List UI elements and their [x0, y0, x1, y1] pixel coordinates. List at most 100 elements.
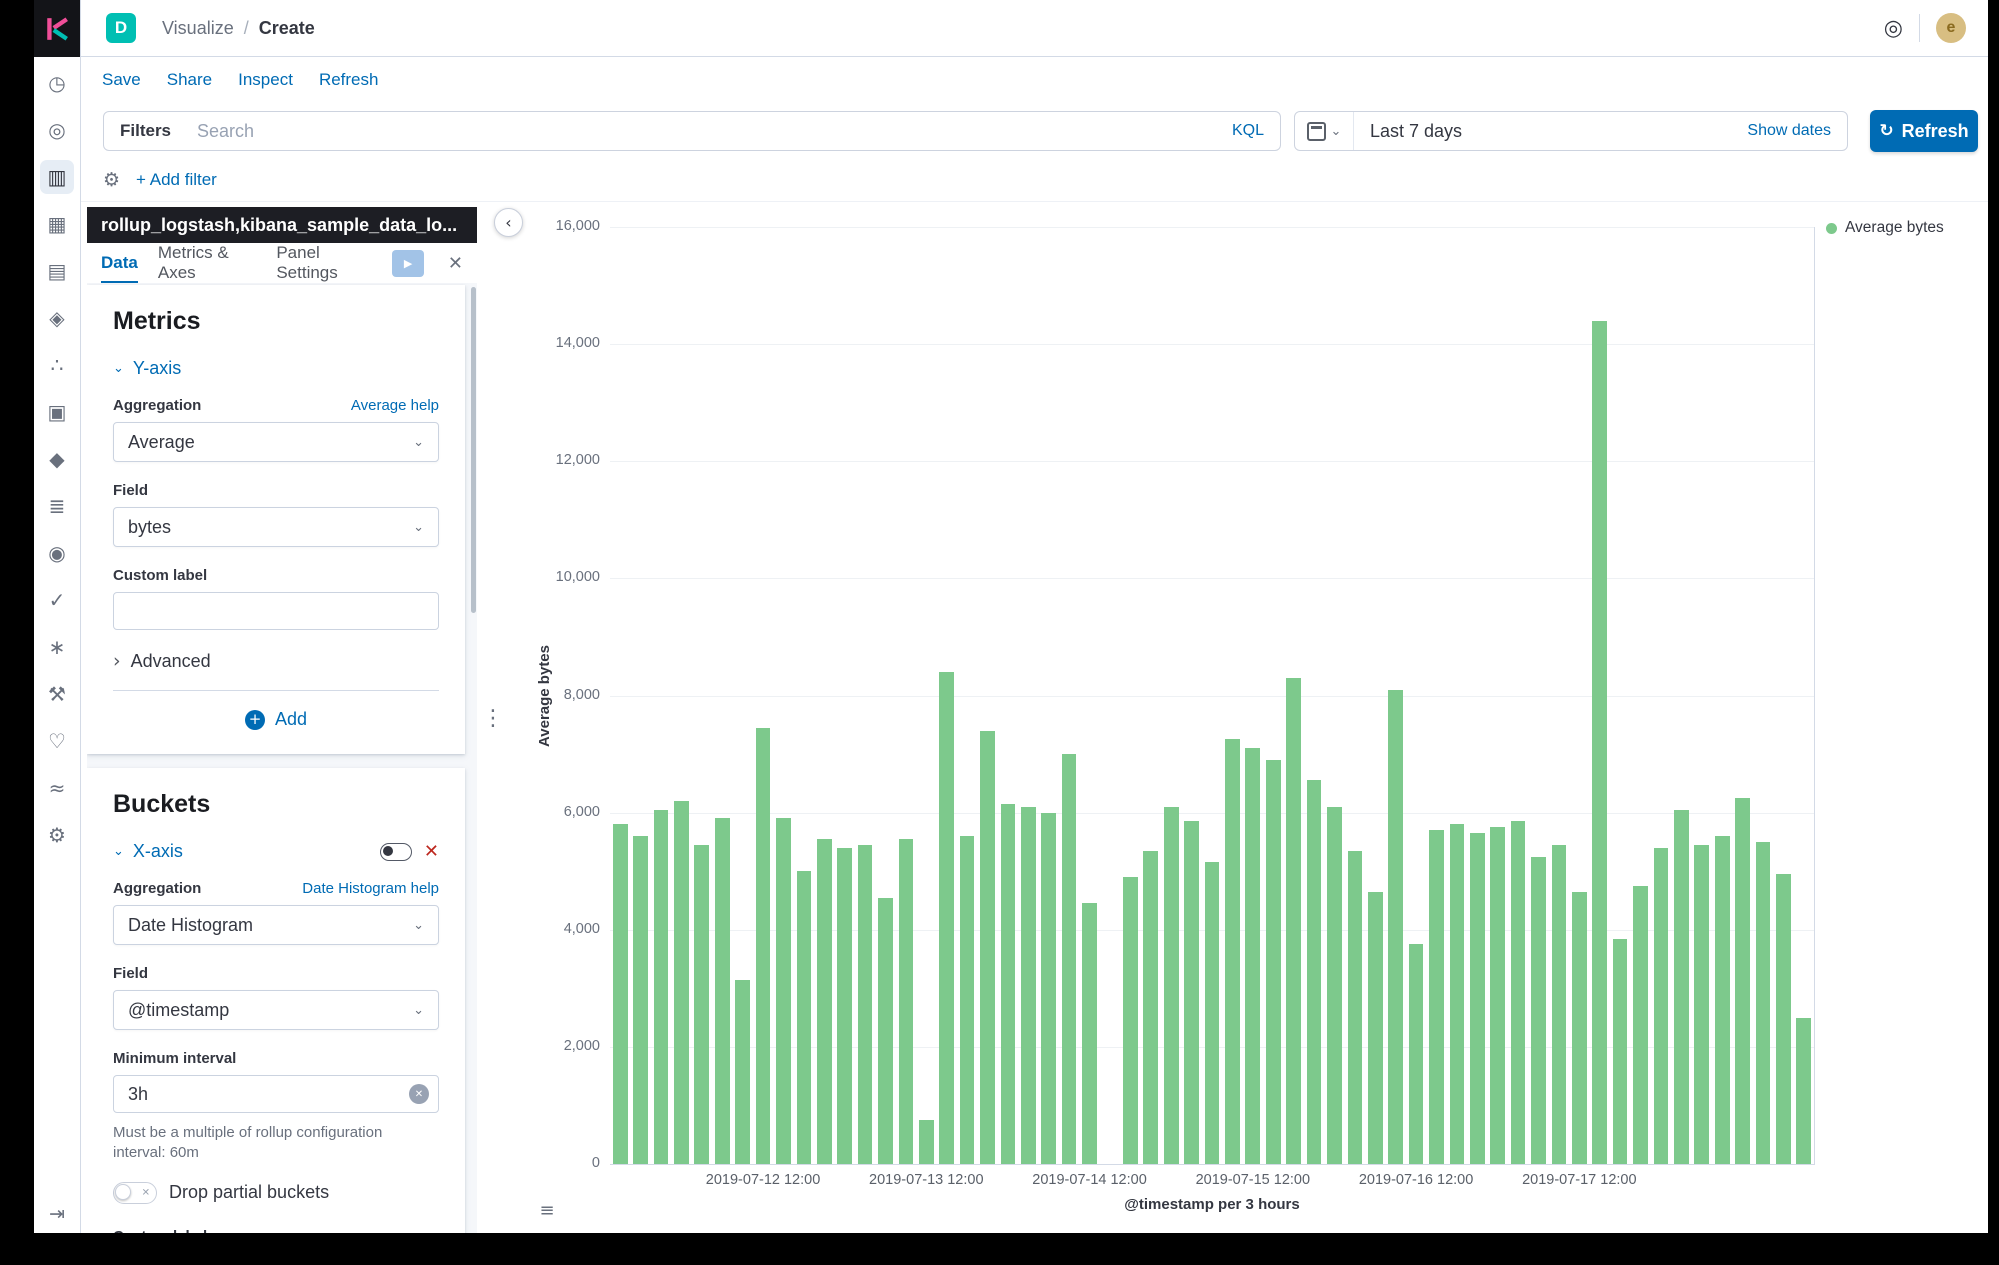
toggle-bucket-switch[interactable]: [379, 842, 412, 861]
nav-item-apm[interactable]: ◉: [40, 536, 74, 570]
show-dates-button[interactable]: Show dates: [1747, 122, 1831, 139]
tab-panel-settings[interactable]: Panel Settings: [276, 243, 338, 282]
y-axis-accordion[interactable]: ⌄ Y-axis: [113, 358, 439, 379]
editor-scrollbar[interactable]: [471, 287, 476, 613]
custom-label-input[interactable]: [113, 592, 439, 630]
add-metric-button[interactable]: + Add: [113, 709, 439, 732]
drop-partial-switch[interactable]: ✕: [113, 1181, 157, 1204]
bar[interactable]: [1388, 689, 1403, 1164]
x-axis-accordion[interactable]: ⌄ X-axis ✕: [113, 841, 439, 862]
bar[interactable]: [980, 730, 995, 1164]
kql-button[interactable]: KQL: [1231, 122, 1264, 139]
aggregation-select[interactable]: Average ⌄: [113, 422, 439, 462]
bar[interactable]: [1367, 891, 1383, 1164]
bar[interactable]: [612, 824, 628, 1164]
collapse-panel-button[interactable]: ‹: [494, 208, 523, 237]
bar[interactable]: [1592, 320, 1608, 1164]
bar[interactable]: [959, 836, 975, 1164]
bar[interactable]: [1143, 850, 1159, 1164]
bar[interactable]: [1347, 850, 1363, 1164]
bar[interactable]: [1449, 824, 1465, 1164]
remove-bucket-icon[interactable]: ✕: [423, 841, 439, 862]
expand-nav-button[interactable]: ⇥: [34, 1203, 80, 1225]
bar[interactable]: [755, 727, 771, 1164]
bar[interactable]: [674, 800, 689, 1164]
bar[interactable]: [1531, 856, 1546, 1164]
nav-item-stack-monitoring[interactable]: ♡: [40, 724, 74, 758]
nav-item-management[interactable]: ⚙: [40, 818, 74, 852]
bar[interactable]: [1653, 847, 1669, 1164]
nav-item-canvas[interactable]: ▤: [40, 254, 74, 288]
filters-button[interactable]: Filters: [120, 121, 172, 140]
bar[interactable]: [653, 809, 669, 1164]
toggle-legend-button[interactable]: ≡: [539, 1199, 555, 1221]
filter-settings-gear-icon[interactable]: ⚙: [103, 169, 121, 191]
bar[interactable]: [1551, 844, 1567, 1164]
nav-item-uptime[interactable]: ✓: [40, 583, 74, 617]
bar[interactable]: [694, 844, 710, 1164]
nav-item-visualize[interactable]: ▥: [40, 160, 74, 194]
panel-resizer-handle[interactable]: ⋮: [482, 706, 504, 731]
average-help-link[interactable]: Average help: [350, 397, 439, 414]
min-interval-input[interactable]: [113, 1075, 439, 1113]
bar[interactable]: [1755, 841, 1771, 1164]
nav-item-recently-viewed[interactable]: ◷: [40, 66, 74, 100]
field-select[interactable]: bytes ⌄: [113, 507, 439, 547]
bar[interactable]: [1306, 780, 1322, 1164]
bar[interactable]: [1327, 806, 1342, 1164]
bar[interactable]: [1061, 754, 1077, 1164]
bar[interactable]: [1694, 844, 1710, 1164]
bar[interactable]: [1735, 797, 1750, 1164]
bar[interactable]: [1020, 806, 1036, 1164]
bar[interactable]: [1714, 836, 1730, 1164]
apply-changes-button[interactable]: ▶: [392, 249, 424, 277]
discard-changes-button[interactable]: ✕: [447, 252, 463, 274]
bar[interactable]: [796, 871, 812, 1164]
bar[interactable]: [1245, 748, 1261, 1164]
bar[interactable]: [1204, 862, 1220, 1164]
nav-item-dev-tools[interactable]: ⚒: [40, 677, 74, 711]
bucket-aggregation-select[interactable]: Date Histogram ⌄: [113, 905, 439, 945]
bar[interactable]: [878, 897, 893, 1164]
tab-data[interactable]: Data: [101, 243, 138, 283]
share-button[interactable]: Share: [166, 70, 213, 89]
bar[interactable]: [816, 838, 832, 1164]
bar[interactable]: [1776, 874, 1791, 1164]
bar[interactable]: [1082, 903, 1097, 1164]
help-icon[interactable]: ◎: [1883, 15, 1903, 41]
space-badge[interactable]: D: [106, 13, 136, 43]
bar[interactable]: [1633, 885, 1648, 1164]
nav-item-siem[interactable]: ◆: [40, 442, 74, 476]
bar[interactable]: [1163, 806, 1179, 1164]
bar[interactable]: [1000, 803, 1016, 1164]
bar[interactable]: [1184, 821, 1199, 1164]
bar[interactable]: [918, 1120, 934, 1164]
bar[interactable]: [857, 844, 873, 1164]
nav-item-machine-learning[interactable]: ∴: [40, 348, 74, 382]
bar[interactable]: [1225, 739, 1240, 1164]
bar[interactable]: [1041, 812, 1057, 1164]
nav-item-dashboard[interactable]: ▦: [40, 207, 74, 241]
bucket-field-select[interactable]: @timestamp ⌄: [113, 990, 439, 1030]
advanced-accordion[interactable]: › Advanced: [113, 650, 439, 672]
bar[interactable]: [1510, 821, 1526, 1164]
bar[interactable]: [898, 838, 914, 1164]
bar[interactable]: [1286, 677, 1301, 1164]
add-filter-button[interactable]: + Add filter: [136, 170, 217, 189]
bar[interactable]: [1674, 809, 1689, 1164]
bar[interactable]: [1265, 759, 1281, 1164]
refresh-link[interactable]: Refresh: [318, 70, 379, 89]
bar[interactable]: [776, 818, 791, 1164]
chart-legend[interactable]: Average bytes: [1826, 219, 1944, 237]
nav-item-graph[interactable]: ∗: [40, 630, 74, 664]
breadcrumb-visualize[interactable]: Visualize: [162, 17, 234, 38]
nav-item-discover[interactable]: ◎: [40, 113, 74, 147]
bar[interactable]: [1123, 877, 1138, 1164]
save-button[interactable]: Save: [102, 70, 141, 89]
nav-item-infrastructure[interactable]: ▣: [40, 395, 74, 429]
bar[interactable]: [714, 818, 730, 1164]
date-histogram-help-link[interactable]: Date Histogram help: [302, 880, 439, 897]
nav-item-maps[interactable]: ◈: [40, 301, 74, 335]
refresh-button[interactable]: ↻ Refresh: [1870, 110, 1978, 152]
calendar-dropdown-button[interactable]: ⌄: [1295, 112, 1354, 150]
